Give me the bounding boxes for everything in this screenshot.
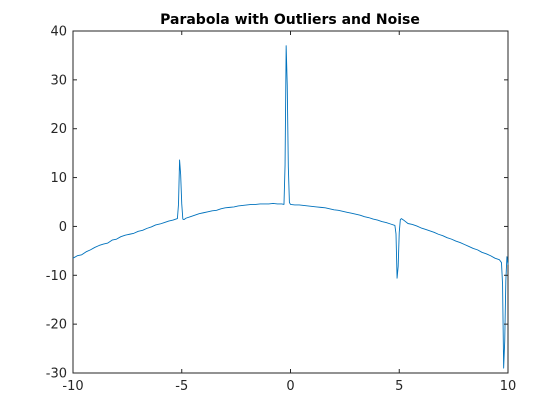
y-tick-label: 40: [50, 25, 67, 40]
y-tick-label: 0: [59, 220, 67, 235]
y-tick-label: -30: [46, 367, 67, 382]
y-axis: -30 -20 -10 0 10 20 30 40: [46, 25, 508, 382]
axes-box: [72, 30, 509, 374]
y-tick-label: 30: [50, 73, 67, 88]
chart-title: Parabola with Outliers and Noise: [160, 12, 420, 28]
x-tick-label: 0: [286, 379, 294, 394]
x-axis: -10 -5 0 5 10: [62, 31, 516, 394]
x-tick-label: -10: [62, 379, 83, 394]
x-tick-label: -5: [175, 379, 188, 394]
y-tick-label: -10: [46, 269, 67, 284]
series-line-1: [72, 45, 509, 369]
y-tick-label: 20: [50, 122, 67, 137]
x-tick-label: 5: [395, 379, 403, 394]
y-tick-label: 10: [50, 171, 67, 186]
y-tick-label: -20: [46, 318, 67, 333]
x-tick-label: 10: [500, 379, 517, 394]
plot-area: [72, 30, 509, 374]
